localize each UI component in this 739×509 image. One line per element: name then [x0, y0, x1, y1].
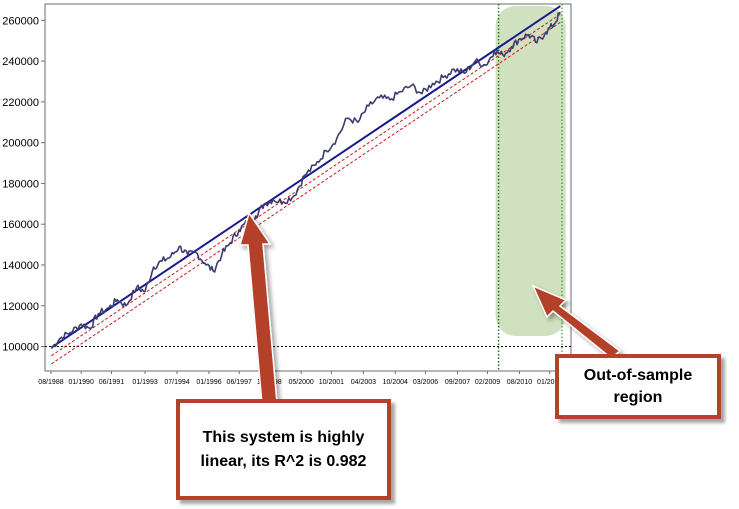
y-tick-label: 180000	[2, 178, 39, 190]
x-tick-label: 10/2001	[319, 379, 344, 386]
x-tick-label: 01/2012	[537, 379, 562, 386]
y-axis: 100000 120000 140000 160000 180000 200000 2200…	[2, 15, 45, 354]
x-tick-label: 06/1991	[99, 379, 124, 386]
y-tick-label: 200000	[2, 138, 39, 150]
y-tick-label: 260000	[2, 15, 39, 27]
equity-curve	[50, 11, 561, 350]
y-tick-label: 240000	[2, 56, 39, 68]
x-tick-label: 02/2009	[475, 379, 500, 386]
x-tick-label: 05/2000	[289, 379, 314, 386]
x-tick-label: 04/2003	[351, 379, 376, 386]
callout-linearity-text: This system is highly linear, its R^2 is…	[200, 428, 367, 470]
x-tick-label: 01/1993	[132, 379, 157, 386]
y-tick-label: 140000	[2, 260, 39, 272]
x-tick-label: 09/2007	[445, 379, 470, 386]
x-tick-label: 08/1988	[38, 379, 63, 386]
y-tick-label: 220000	[2, 97, 39, 109]
arrow-to-regression-line	[239, 211, 278, 405]
x-axis: 08/1988 01/1990 06/1991 01/1993 07/1994 01/19…	[38, 371, 562, 386]
x-tick-label: 08/2010	[507, 379, 532, 386]
lower-band-1	[51, 13, 561, 357]
y-tick-label: 100000	[2, 342, 39, 354]
x-tick-label: 10/2004	[383, 379, 408, 386]
x-tick-label: 07/1994	[164, 379, 189, 386]
arrow-to-oos-region	[531, 284, 622, 359]
plot-area	[44, 3, 572, 372]
series-layer	[45, 5, 571, 365]
callout-oos-note: Out-of-sample region	[555, 354, 721, 419]
y-tick-label: 120000	[2, 301, 39, 313]
annotation-arrows	[239, 211, 622, 405]
x-tick-label: 01/1990	[69, 379, 94, 386]
lower-band-2	[51, 21, 561, 365]
out-of-sample-region	[495, 6, 566, 336]
callout-linearity-note: This system is highly linear, its R^2 is…	[176, 399, 391, 500]
x-tick-label: 01/1996	[196, 379, 221, 386]
x-tick-label: 06/1997	[227, 379, 252, 386]
y-tick-label: 160000	[2, 219, 39, 231]
callout-oos-text: Out-of-sample region	[583, 366, 693, 406]
x-tick-label: 03/2006	[413, 379, 438, 386]
